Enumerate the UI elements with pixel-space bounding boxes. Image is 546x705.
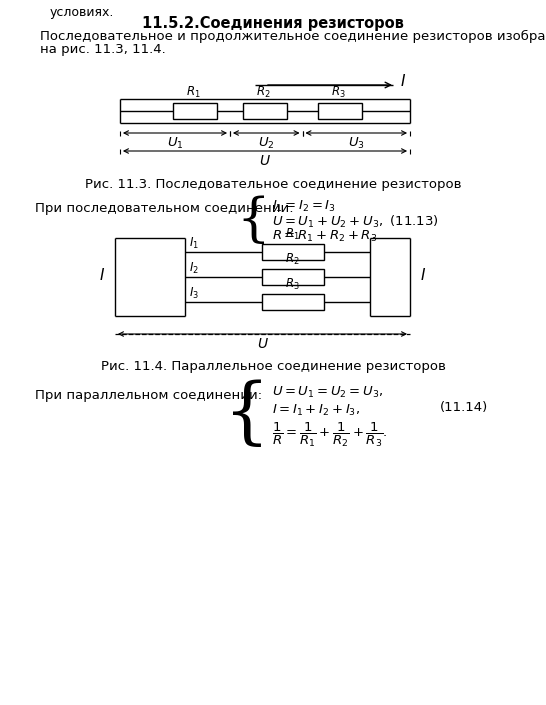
Bar: [243, 103, 287, 119]
Text: $I_1 = I_2 = I_3$: $I_1 = I_2 = I_3$: [272, 199, 336, 214]
Text: 11.5.2.Соединения резисторов: 11.5.2.Соединения резисторов: [142, 16, 404, 31]
Text: При параллельном соединении:: При параллельном соединении:: [35, 389, 262, 402]
Text: {: {: [236, 195, 270, 246]
Text: $U$: $U$: [259, 154, 271, 168]
Text: $R = R_1 + R_2 + R_3.$: $R = R_1 + R_2 + R_3.$: [272, 229, 381, 244]
Text: Последовательное и продолжительное соединение резисторов изображены: Последовательное и продолжительное соеди…: [40, 30, 546, 43]
Text: $\dfrac{1}{R} = \dfrac{1}{R_1} + \dfrac{1}{R_2} + \dfrac{1}{R_3}.$: $\dfrac{1}{R} = \dfrac{1}{R_1} + \dfrac{…: [272, 421, 388, 449]
Bar: [262, 269, 323, 285]
Text: $R_1$: $R_1$: [186, 85, 200, 100]
Text: $R_2$: $R_2$: [285, 252, 300, 267]
Text: $U_1$: $U_1$: [167, 136, 183, 151]
Text: $R_3$: $R_3$: [285, 277, 300, 292]
Text: $U = U_1 = U_2 = U_3,$: $U = U_1 = U_2 = U_3,$: [272, 385, 383, 400]
Bar: [318, 103, 362, 119]
Text: $U$: $U$: [257, 337, 269, 351]
Text: При последовательном соединении:: При последовательном соединении:: [35, 202, 294, 215]
Text: (11.14): (11.14): [440, 401, 488, 414]
Text: $I = I_1 + I_2 + I_3,$: $I = I_1 + I_2 + I_3,$: [272, 403, 360, 418]
Text: на рис. 11.3, 11.4.: на рис. 11.3, 11.4.: [40, 43, 166, 56]
Text: $U_2$: $U_2$: [258, 136, 275, 151]
Text: $R_3$: $R_3$: [331, 85, 346, 100]
Bar: [173, 103, 217, 119]
Text: $I$: $I$: [400, 73, 406, 89]
Text: $I$: $I$: [420, 267, 426, 283]
Text: $R_2$: $R_2$: [256, 85, 270, 100]
Text: $U_3$: $U_3$: [348, 136, 365, 151]
Text: условиях.: условиях.: [50, 6, 114, 19]
Text: $I$: $I$: [99, 267, 105, 283]
Text: {: {: [224, 379, 270, 450]
Text: $I_1$: $I_1$: [189, 236, 199, 251]
Bar: [262, 244, 323, 260]
Text: $I_2$: $I_2$: [189, 261, 199, 276]
Text: Рис. 11.4. Параллельное соединение резисторов: Рис. 11.4. Параллельное соединение резис…: [100, 360, 446, 373]
Text: $R_1$: $R_1$: [285, 227, 300, 242]
Text: $U = U_1 + U_2 + U_3,\ \mathrm{(11.13)}$: $U = U_1 + U_2 + U_3,\ \mathrm{(11.13)}$: [272, 214, 438, 230]
Bar: [262, 294, 323, 310]
Text: Рис. 11.3. Последовательное соединение резисторов: Рис. 11.3. Последовательное соединение р…: [85, 178, 461, 191]
Text: $I_3$: $I_3$: [189, 286, 199, 301]
